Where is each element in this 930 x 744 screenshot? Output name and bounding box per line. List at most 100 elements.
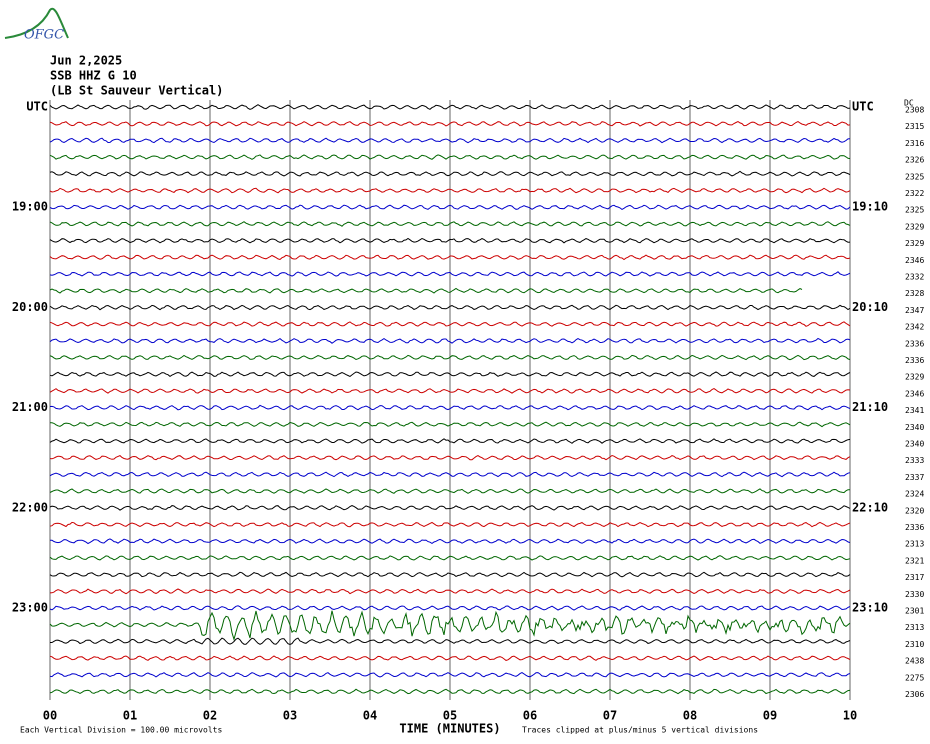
dc-value: 2438 [905, 657, 924, 666]
x-tick-label: 01 [123, 709, 137, 723]
trace [49, 388, 851, 394]
trace [49, 304, 851, 311]
dc-value: 2337 [905, 473, 924, 482]
dc-value: 2313 [905, 540, 924, 549]
dc-value: 2329 [905, 373, 924, 382]
dc-value: 2306 [905, 690, 924, 699]
trace [49, 187, 851, 194]
date: Jun 2,2025 [50, 54, 122, 68]
logo-arc [4, 7, 69, 39]
logo: OFGC [4, 7, 69, 43]
trace [49, 655, 851, 661]
trace [49, 221, 851, 227]
trace [49, 571, 851, 578]
right-time-label: 20:10 [852, 300, 888, 314]
trace [49, 605, 851, 611]
trace [49, 471, 851, 478]
dc-value: 2315 [905, 122, 924, 131]
dc-value: 2330 [905, 590, 924, 599]
x-tick-label: 06 [523, 709, 537, 723]
left-time-label: 19:00 [12, 200, 48, 214]
dc-value: 2325 [905, 206, 924, 215]
trace [49, 170, 851, 177]
right-time-label: 22:10 [852, 500, 888, 514]
dc-value: 2340 [905, 423, 924, 432]
footer-left: Each Vertical Division = 100.00 microvol… [20, 726, 222, 735]
right-time-label: 23:10 [852, 601, 888, 615]
x-tick-label: 07 [603, 709, 617, 723]
right-time-label: 21:10 [852, 400, 888, 414]
x-tick-label: 00 [43, 709, 57, 723]
trace [49, 287, 803, 294]
trace [49, 121, 851, 127]
x-tick-label: 03 [283, 709, 297, 723]
trace [49, 254, 851, 261]
location: (LB St Sauveur Vertical) [50, 84, 223, 98]
trace [49, 237, 851, 244]
left-time-label: 20:00 [12, 300, 48, 314]
trace [49, 521, 851, 528]
trace [49, 421, 851, 428]
dc-value: 2346 [905, 256, 924, 265]
x-axis-label: TIME (MINUTES) [399, 722, 500, 736]
left-time-label: 22:00 [12, 500, 48, 514]
dc-value: 2324 [905, 490, 924, 499]
dc-value: 2347 [905, 306, 924, 315]
logo-text: OFGC [24, 28, 64, 43]
trace [49, 488, 851, 494]
dc-value: 2342 [905, 323, 924, 332]
trace [49, 610, 851, 642]
left-time-label: UTC [26, 100, 48, 114]
trace [49, 137, 851, 144]
dc-value: 2320 [905, 506, 924, 515]
left-time-label: 21:00 [12, 400, 48, 414]
right-time-label: 19:10 [852, 200, 888, 214]
x-tick-label: 08 [683, 709, 697, 723]
trace [49, 404, 851, 411]
dc-value: 2332 [905, 273, 924, 282]
x-tick-label: 09 [763, 709, 777, 723]
trace [49, 204, 851, 210]
dc-value: 2308 [905, 106, 924, 115]
dc-value: 2333 [905, 456, 924, 465]
dc-value: 2336 [905, 523, 924, 532]
dc-value: 2313 [905, 623, 924, 632]
dc-value: 2328 [905, 289, 924, 298]
dc-value: 2322 [905, 189, 924, 198]
dc-value: 2317 [905, 573, 924, 582]
x-tick-label: 05 [443, 709, 457, 723]
trace [49, 505, 851, 511]
x-tick-label: 10 [843, 709, 857, 723]
station: SSB HHZ G 10 [50, 69, 137, 83]
dc-value: 2336 [905, 356, 924, 365]
trace [49, 588, 851, 595]
trace [49, 354, 851, 361]
trace [49, 538, 851, 545]
dc-value: 2321 [905, 556, 924, 565]
trace [49, 438, 851, 444]
dc-value: 2301 [905, 607, 924, 616]
trace [49, 454, 851, 461]
dc-value: 2336 [905, 339, 924, 348]
dc-value: 2340 [905, 440, 924, 449]
right-time-label: UTC [852, 100, 874, 114]
dc-value: 2329 [905, 239, 924, 248]
trace [49, 672, 851, 678]
x-tick-label: 04 [363, 709, 377, 723]
trace [49, 555, 851, 561]
trace [49, 104, 851, 110]
trace [50, 637, 851, 646]
footer-right: Traces clipped at plus/minus 5 vertical … [522, 726, 758, 735]
trace [49, 337, 851, 344]
trace [49, 688, 851, 695]
dc-value: 2341 [905, 406, 924, 415]
dc-value: 2325 [905, 172, 924, 181]
left-time-label: 23:00 [12, 601, 48, 615]
dc-header: DC [904, 99, 914, 108]
dc-value: 2326 [905, 156, 924, 165]
x-tick-label: 02 [203, 709, 217, 723]
dc-value: 2310 [905, 640, 924, 649]
trace [49, 271, 851, 277]
dc-value: 2316 [905, 139, 924, 148]
